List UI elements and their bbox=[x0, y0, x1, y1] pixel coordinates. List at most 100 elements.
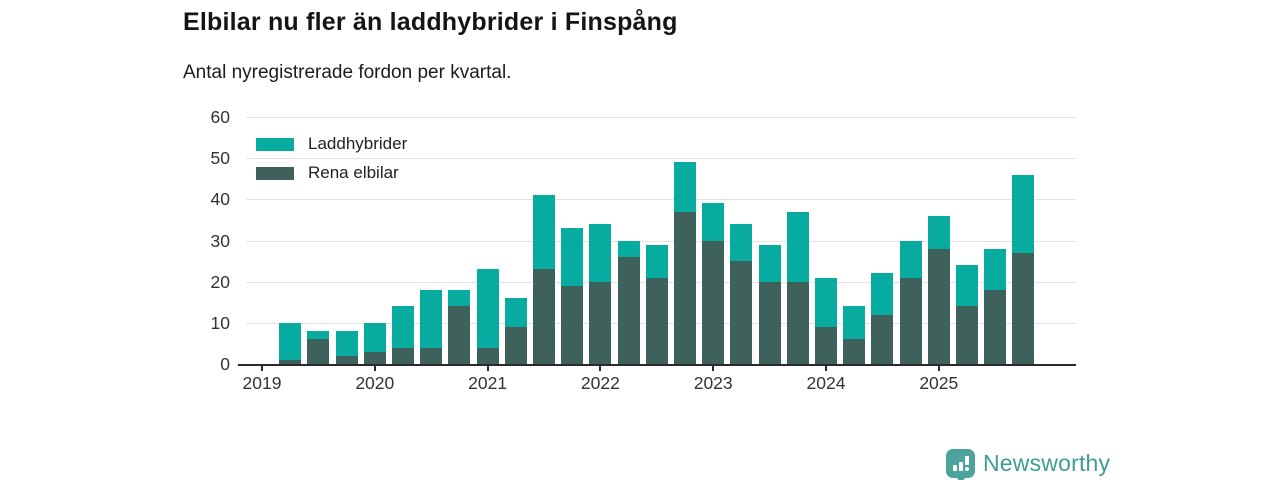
segment-laddhybrider bbox=[730, 224, 753, 262]
gridline-50 bbox=[246, 158, 1076, 160]
segment-rena-elbilar bbox=[307, 339, 330, 364]
segment-laddhybrider bbox=[984, 248, 1007, 290]
bar-2025-Q4 bbox=[1012, 174, 1035, 364]
y-tick-label-30: 30 bbox=[210, 230, 230, 251]
segment-laddhybrider bbox=[392, 306, 414, 348]
chart-subtitle: Antal nyregistrerade fordon per kvartal. bbox=[183, 62, 512, 83]
x-tick-2019 bbox=[261, 366, 263, 371]
newsworthy-wordmark: Newsworthy bbox=[983, 450, 1111, 476]
y-tick-label-60: 60 bbox=[210, 107, 230, 127]
bar-2020-Q3 bbox=[420, 289, 443, 364]
bar-2022-Q4 bbox=[674, 162, 696, 364]
segment-rena-elbilar bbox=[561, 285, 584, 364]
y-tick-label-10: 10 bbox=[210, 312, 230, 333]
segment-rena-elbilar bbox=[476, 347, 499, 364]
segment-rena-elbilar bbox=[786, 281, 809, 364]
bar-2019-Q2 bbox=[279, 322, 302, 364]
segment-laddhybrider bbox=[871, 273, 894, 315]
x-tick-label-2025: 2025 bbox=[919, 373, 959, 393]
bar-2023-Q3 bbox=[758, 244, 781, 364]
bar-2020-Q1 bbox=[363, 322, 386, 364]
x-tick-label-2020: 2020 bbox=[355, 373, 395, 393]
bar-2019-Q3 bbox=[307, 331, 330, 364]
bar-2024-Q3 bbox=[871, 273, 894, 364]
bar-2022-Q1 bbox=[589, 224, 612, 364]
gridline-40 bbox=[246, 199, 1076, 201]
x-tick-2024 bbox=[825, 366, 827, 371]
legend-swatch-rena-elbilar bbox=[256, 166, 294, 180]
segment-laddhybrider bbox=[504, 298, 527, 327]
segment-laddhybrider bbox=[899, 240, 922, 278]
gridline-30 bbox=[246, 240, 1076, 242]
segment-laddhybrider bbox=[448, 289, 471, 307]
bar-2022-Q2 bbox=[617, 240, 640, 364]
bar-2023-Q1 bbox=[702, 203, 725, 364]
legend-swatch-laddhybrider bbox=[256, 137, 294, 151]
segment-laddhybrider bbox=[815, 277, 837, 327]
segment-rena-elbilar bbox=[956, 306, 978, 364]
segment-laddhybrider bbox=[956, 265, 978, 307]
segment-laddhybrider bbox=[786, 211, 809, 282]
segment-laddhybrider bbox=[927, 215, 950, 249]
segment-rena-elbilar bbox=[843, 339, 866, 364]
segment-laddhybrider bbox=[843, 306, 866, 340]
segment-laddhybrider bbox=[476, 269, 499, 348]
bar-2024-Q2 bbox=[843, 306, 866, 364]
bar-2024-Q1 bbox=[815, 277, 837, 364]
bar-2021-Q2 bbox=[504, 298, 527, 364]
segment-rena-elbilar bbox=[448, 306, 471, 364]
segment-rena-elbilar bbox=[984, 289, 1007, 364]
segment-rena-elbilar bbox=[674, 211, 696, 364]
segment-rena-elbilar bbox=[871, 314, 894, 364]
legend-item-laddhybrider: Laddhybrider bbox=[256, 134, 407, 154]
bar-2020-Q2 bbox=[392, 306, 414, 364]
segment-rena-elbilar bbox=[335, 355, 358, 364]
x-tick-label-2023: 2023 bbox=[693, 373, 733, 393]
x-tick-2025 bbox=[937, 366, 940, 371]
segment-rena-elbilar bbox=[927, 248, 950, 364]
bar-2025-Q1 bbox=[927, 215, 950, 364]
segment-laddhybrider bbox=[758, 244, 781, 282]
segment-laddhybrider bbox=[307, 331, 330, 340]
chart-title: Elbilar nu fler än laddhybrider i Finspå… bbox=[183, 8, 678, 36]
segment-rena-elbilar bbox=[730, 261, 753, 364]
y-tick-label-50: 50 bbox=[210, 148, 230, 169]
segment-laddhybrider bbox=[420, 289, 443, 348]
segment-laddhybrider bbox=[589, 224, 612, 282]
segment-rena-elbilar bbox=[1012, 252, 1035, 364]
segment-rena-elbilar bbox=[504, 326, 527, 364]
bar-2019-Q4 bbox=[335, 331, 358, 364]
segment-rena-elbilar bbox=[363, 351, 386, 364]
segment-rena-elbilar bbox=[758, 281, 781, 364]
x-tick-2022 bbox=[599, 366, 602, 371]
x-tick-label-2022: 2022 bbox=[580, 373, 620, 393]
bar-2025-Q2 bbox=[956, 265, 978, 364]
segment-rena-elbilar bbox=[899, 277, 922, 364]
segment-laddhybrider bbox=[702, 203, 725, 241]
newsworthy-pin-bar-chart-icon bbox=[946, 449, 975, 480]
x-axis-line bbox=[238, 363, 1076, 366]
bar-2025-Q3 bbox=[984, 248, 1007, 364]
segment-laddhybrider bbox=[561, 228, 584, 286]
bar-2023-Q4 bbox=[786, 211, 809, 364]
legend: Laddhybrider Rena elbilar bbox=[256, 134, 407, 192]
bar-2021-Q4 bbox=[561, 228, 584, 364]
bar-2021-Q3 bbox=[533, 195, 555, 364]
segment-rena-elbilar bbox=[617, 256, 640, 364]
bar-2022-Q3 bbox=[645, 244, 668, 364]
logo-bar-glyphs bbox=[946, 449, 975, 478]
segment-rena-elbilar bbox=[702, 240, 725, 364]
legend-label: Rena elbilar bbox=[308, 163, 399, 182]
x-tick-label-2021: 2021 bbox=[468, 373, 508, 393]
bar-2024-Q4 bbox=[899, 240, 922, 364]
legend-item-rena-elbilar: Rena elbilar bbox=[256, 163, 407, 183]
segment-rena-elbilar bbox=[815, 326, 837, 364]
bar-2020-Q4 bbox=[448, 289, 471, 364]
bar-2021-Q1 bbox=[476, 269, 499, 364]
y-tick-label-20: 20 bbox=[210, 271, 230, 292]
plot-area: 0 10 20 30 40 50 60 2019 2020 2021 2022 2023 2024 20… bbox=[211, 107, 1076, 393]
x-tick-label-2024: 2024 bbox=[806, 373, 846, 393]
segment-laddhybrider bbox=[533, 195, 555, 270]
segment-rena-elbilar bbox=[392, 347, 414, 364]
